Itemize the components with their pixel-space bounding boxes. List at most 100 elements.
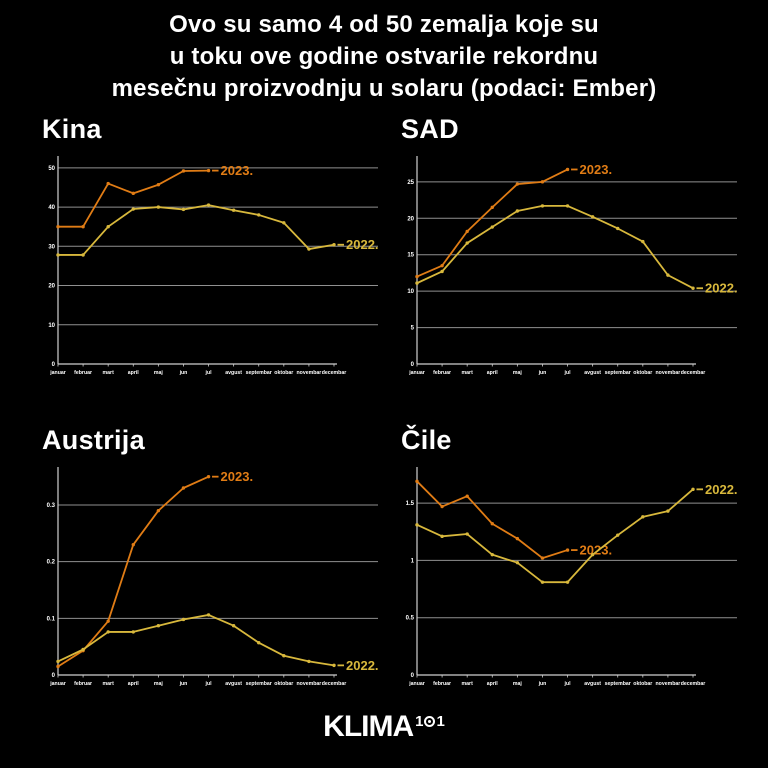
- svg-text:jun: jun: [538, 681, 547, 687]
- svg-text:januar: januar: [49, 681, 66, 687]
- svg-text:mart: mart: [103, 681, 115, 687]
- chart-panel-sad: SAD 0 5 10 15 20 25 januar februar mart april maj j…: [397, 111, 744, 396]
- svg-text:mart: mart: [462, 370, 474, 376]
- title-line-2: u toku ove godine ostvarile rekordnu: [169, 43, 599, 70]
- svg-text:jun: jun: [179, 370, 188, 376]
- svg-text:0: 0: [52, 673, 56, 679]
- svg-text:jul: jul: [564, 681, 572, 687]
- svg-text:jun: jun: [179, 681, 188, 687]
- svg-text:2022.: 2022.: [705, 281, 738, 296]
- svg-text:februar: februar: [74, 681, 92, 687]
- svg-text:januar: januar: [408, 681, 425, 687]
- svg-text:2023.: 2023.: [221, 163, 254, 178]
- svg-text:decembar: decembar: [681, 370, 706, 376]
- svg-text:oktobar: oktobar: [633, 681, 652, 687]
- svg-text:2023.: 2023.: [580, 162, 613, 177]
- footer: KLIMA 1 1: [0, 706, 768, 768]
- svg-text:5: 5: [411, 326, 415, 332]
- svg-text:jul: jul: [205, 370, 213, 376]
- svg-text:0.1: 0.1: [47, 616, 56, 622]
- svg-text:avgust: avgust: [584, 370, 601, 376]
- svg-text:2022.: 2022.: [346, 657, 379, 672]
- line-chart-cile: 0 0.5 1 1.5 januar februar mart april maj jun jul a…: [406, 466, 738, 687]
- svg-text:0.3: 0.3: [47, 503, 56, 509]
- svg-text:50: 50: [48, 166, 55, 172]
- svg-text:maj: maj: [513, 681, 522, 687]
- line-chart-sad: 0 5 10 15 20 25 januar februar mart april maj jun ju…: [407, 156, 738, 376]
- svg-text:oktobar: oktobar: [274, 370, 293, 376]
- svg-text:2023.: 2023.: [221, 469, 254, 484]
- svg-text:20: 20: [48, 284, 55, 290]
- svg-text:jul: jul: [205, 681, 213, 687]
- svg-text:15: 15: [407, 253, 414, 259]
- svg-text:novembar: novembar: [656, 370, 681, 376]
- svg-text:oktobar: oktobar: [274, 681, 293, 687]
- chart-title-sad: SAD: [401, 114, 459, 144]
- svg-text:septembar: septembar: [605, 681, 631, 687]
- svg-text:januar: januar: [408, 370, 425, 376]
- svg-text:decembar: decembar: [322, 681, 347, 687]
- pin-dot: [428, 720, 432, 723]
- brand-number: 1 1: [415, 713, 445, 730]
- svg-text:maj: maj: [154, 370, 163, 376]
- svg-text:februar: februar: [74, 370, 92, 376]
- svg-text:jun: jun: [538, 370, 547, 376]
- svg-text:novembar: novembar: [297, 681, 322, 687]
- svg-text:20: 20: [407, 216, 414, 222]
- svg-text:0.5: 0.5: [406, 615, 415, 621]
- svg-text:oktobar: oktobar: [633, 370, 652, 376]
- svg-text:april: april: [487, 681, 499, 687]
- svg-text:1: 1: [411, 558, 415, 564]
- svg-text:avgust: avgust: [584, 681, 601, 687]
- svg-text:2023.: 2023.: [580, 542, 613, 557]
- svg-text:mart: mart: [103, 370, 115, 376]
- title-line-1: Ovo su samo 4 od 50 zemalja koje su: [169, 11, 599, 38]
- svg-text:septembar: septembar: [246, 681, 272, 687]
- svg-text:avgust: avgust: [225, 370, 242, 376]
- svg-text:novembar: novembar: [297, 370, 322, 376]
- svg-text:0: 0: [52, 362, 56, 368]
- svg-text:april: april: [128, 370, 140, 376]
- svg-text:0: 0: [411, 673, 415, 679]
- svg-text:30: 30: [48, 244, 55, 250]
- svg-text:avgust: avgust: [225, 681, 242, 687]
- svg-text:maj: maj: [154, 681, 163, 687]
- chart-title-cile: Čile: [401, 424, 452, 455]
- svg-text:novembar: novembar: [656, 681, 681, 687]
- svg-text:februar: februar: [433, 681, 451, 687]
- svg-text:10: 10: [48, 323, 55, 329]
- charts-grid: Kina 0 10 20 30 40 50 januar februar mart april ma…: [0, 105, 768, 706]
- svg-text:10: 10: [407, 289, 414, 295]
- line-chart-austrija: 0 0.1 0.2 0.3 januar februar mart april maj jun ju…: [47, 466, 379, 687]
- svg-text:40: 40: [48, 205, 55, 211]
- brand-digit-1: 1: [415, 713, 424, 730]
- svg-text:decembar: decembar: [681, 681, 706, 687]
- svg-text:jul: jul: [564, 370, 572, 376]
- svg-text:septembar: septembar: [246, 370, 272, 376]
- svg-text:april: april: [128, 681, 140, 687]
- brand-logo: KLIMA 1 1: [323, 712, 445, 742]
- svg-text:2022.: 2022.: [346, 237, 379, 252]
- svg-text:maj: maj: [513, 370, 522, 376]
- svg-text:decembar: decembar: [322, 370, 347, 376]
- svg-text:0: 0: [411, 362, 415, 368]
- brand-name: KLIMA: [323, 710, 414, 743]
- chart-title-austrija: Austrija: [42, 424, 145, 455]
- degree-pin-icon: [424, 716, 436, 727]
- svg-text:25: 25: [407, 180, 414, 186]
- line-chart-kina: 0 10 20 30 40 50 januar februar mart april maj jun j…: [48, 156, 379, 376]
- title-line-3: mesečnu proizvodnju u solaru (podaci: Em…: [111, 75, 657, 102]
- brand-digit-2: 1: [436, 713, 445, 730]
- page-title: Ovo su samo 4 od 50 zemalja koje su u to…: [0, 0, 768, 105]
- svg-text:januar: januar: [49, 370, 66, 376]
- chart-panel-cile: Čile 0 0.5 1 1.5 januar februar mart april maj ju…: [397, 422, 744, 707]
- svg-text:septembar: septembar: [605, 370, 631, 376]
- svg-text:mart: mart: [462, 681, 474, 687]
- svg-text:1.5: 1.5: [406, 501, 415, 507]
- svg-text:2022.: 2022.: [705, 481, 738, 496]
- svg-text:0.2: 0.2: [47, 559, 56, 565]
- chart-panel-kina: Kina 0 10 20 30 40 50 januar februar mart april ma…: [38, 111, 385, 396]
- svg-text:april: april: [487, 370, 499, 376]
- chart-panel-austrija: Austrija 0 0.1 0.2 0.3 januar februar mart apri…: [38, 422, 385, 707]
